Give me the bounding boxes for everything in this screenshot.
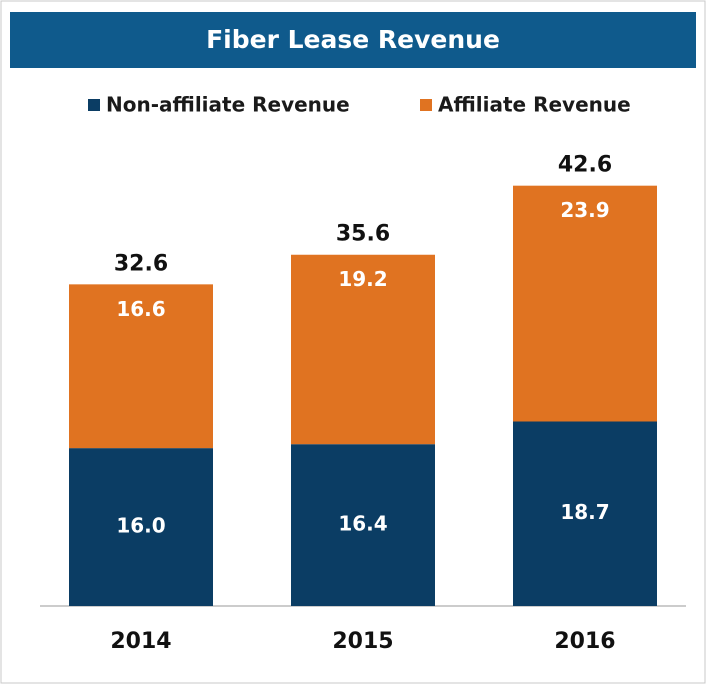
legend-swatch: [420, 99, 432, 111]
value-label: 23.9: [560, 198, 609, 222]
x-tick-label: 2016: [554, 629, 615, 654]
legend-label: Non-affiliate Revenue: [106, 93, 350, 117]
value-label: 18.7: [560, 500, 609, 524]
value-label: 16.4: [338, 512, 387, 536]
value-label: 16.0: [116, 514, 165, 538]
value-label: 16.6: [116, 297, 165, 321]
bar-segment: [291, 444, 435, 606]
chart-title: Fiber Lease Revenue: [206, 25, 500, 54]
legend-label: Affiliate Revenue: [438, 93, 631, 117]
total-label: 42.6: [558, 153, 612, 178]
total-label: 32.6: [114, 251, 168, 276]
total-label: 35.6: [336, 222, 390, 247]
x-tick-label: 2014: [110, 629, 171, 654]
bar-segment: [69, 448, 213, 606]
x-tick-label: 2015: [332, 629, 393, 654]
title-bar: [10, 12, 696, 68]
bar-segment: [513, 421, 657, 606]
value-label: 19.2: [338, 267, 387, 291]
bar-segment: [291, 254, 435, 445]
bar-segment: [513, 185, 657, 422]
legend-swatch: [88, 99, 100, 111]
bar-segment: [69, 284, 213, 449]
